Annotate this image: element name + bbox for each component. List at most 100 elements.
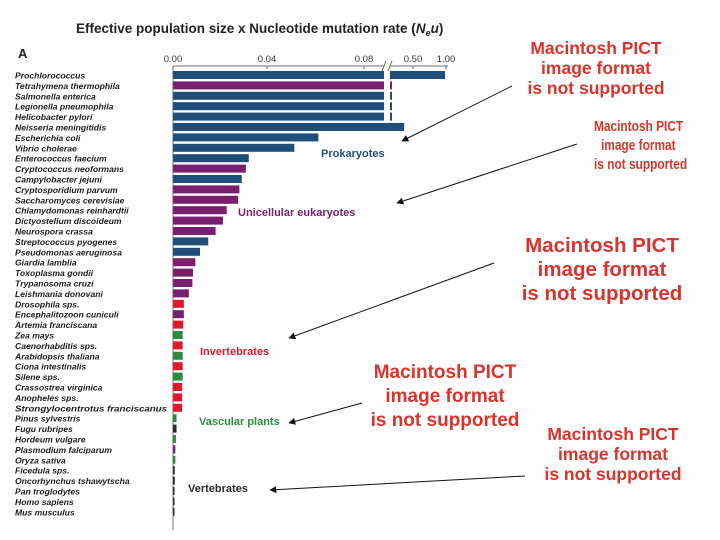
group-labels: Prokaryotes Unicellular eukaryotes Inverte… (188, 148, 385, 495)
pict-line-3: is not supported (527, 78, 665, 98)
bar (173, 81, 384, 90)
pict-line-3: is not supported (370, 410, 520, 431)
chart-title: Effective population size x Nucleotide m… (76, 21, 443, 38)
species-label: Helicobacter pylori (15, 112, 93, 122)
x-tick-label: 0.00 (164, 54, 183, 65)
bar (173, 112, 384, 121)
species-label: Pan troglodytes (15, 487, 80, 497)
bar (173, 341, 183, 350)
group-label: Invertebrates (200, 346, 269, 358)
bar (173, 216, 223, 225)
x-tick-label: 0.08 (355, 54, 374, 65)
pict-line-2: image format (541, 58, 651, 78)
species-label: Plasmodium falciparum (15, 445, 112, 455)
bar (173, 466, 175, 475)
bar (173, 320, 184, 329)
x-tick-label: 0.50 (404, 54, 423, 65)
species-label: Hordeum vulgare (15, 435, 86, 445)
species-label: Cryptosporidium parvum (15, 185, 118, 195)
group-label: Unicellular eukaryotes (238, 207, 355, 219)
bar (173, 258, 196, 267)
species-label: Drosophila sps. (15, 299, 79, 309)
species-label: Salmonella enterica (15, 91, 96, 101)
pict-placeholder-5: Macintosh PICT image format is not suppo… (530, 424, 696, 484)
bar-after-break (390, 81, 392, 90)
arrow (269, 475, 526, 494)
species-label: Dictyostelium discoideum (15, 216, 122, 226)
bar (173, 71, 384, 79)
bar (173, 227, 216, 235)
bar (173, 143, 295, 152)
pict-line-2: image format (558, 444, 668, 464)
arrow (288, 262, 495, 340)
arrows (269, 84, 578, 494)
pict-line-2: image format (385, 386, 505, 407)
bar (173, 175, 242, 183)
species-label: Ciona intestinalis (15, 362, 86, 372)
x-tick-label: 1.00 (437, 54, 456, 65)
bar (173, 497, 175, 506)
bar (173, 102, 384, 111)
arrow (396, 143, 578, 205)
pict-line-1: Macintosh PICT (530, 38, 662, 58)
species-label: Zea mays (14, 331, 54, 341)
bar (173, 247, 201, 256)
species-label: Encephalitozoon cuniculi (15, 310, 119, 320)
pict-line-3: is not supported (594, 157, 688, 173)
arrow (288, 402, 363, 425)
bar (173, 455, 176, 464)
arrow (401, 84, 515, 142)
group-label: Prokaryotes (321, 148, 385, 160)
bar (173, 487, 175, 495)
species-label: Trypanosoma cruzi (15, 279, 94, 289)
axis-break-mark (381, 60, 387, 72)
species-label: Streptococcus pyogenes (15, 237, 117, 247)
species-label: Enterococcus faecium (15, 154, 107, 164)
species-label: Arabidopsis thaliana (14, 351, 100, 361)
species-label: Giardia lamblia (15, 258, 77, 268)
species-label: Mus musculus (15, 507, 75, 517)
pict-line-3: is not supported (521, 282, 683, 305)
bar (173, 123, 405, 131)
species-label: Ficedula sps. (15, 466, 69, 476)
species-label: Caenorhabditis sps. (15, 341, 97, 351)
species-label: Saccharomyces cerevisiae (15, 195, 125, 205)
bar (173, 476, 175, 485)
axis-break-mark (387, 60, 393, 72)
bar (173, 383, 183, 391)
species-label: Campylobacter jejuni (15, 175, 103, 185)
species-label: Neisseria meningitidis (15, 123, 106, 133)
species-label: Chlamydomonas reinhardtii (15, 206, 129, 216)
species-label: Homo sapiens (15, 497, 74, 507)
bar (173, 164, 246, 173)
pict-line-2: image format (600, 138, 676, 154)
species-label: Legionella pneumophila (15, 102, 114, 112)
pict-line-1: Macintosh PICT (373, 362, 517, 383)
panel-label: A (18, 46, 28, 61)
pict-placeholder-3: Macintosh PICT image format is not suppo… (500, 234, 704, 306)
bar (173, 279, 193, 287)
pict-placeholder-1: Macintosh PICT image format is not suppo… (512, 38, 680, 98)
species-label: Toxoplasma gondii (15, 268, 94, 278)
group-label: Vertebrates (188, 483, 248, 495)
group-label: Vascular plants (199, 416, 280, 428)
bar (173, 331, 183, 339)
bar (173, 310, 184, 319)
pict-line-1: Macintosh PICT (547, 424, 679, 444)
bar-after-break (390, 91, 392, 100)
bar (173, 351, 183, 360)
bars (173, 71, 445, 516)
bar (173, 393, 183, 402)
bar (173, 195, 239, 204)
species-label: Oryza sativa (15, 455, 66, 465)
pict-line-1: Macintosh PICT (525, 234, 679, 257)
bar (173, 445, 176, 454)
bar-after-break (390, 112, 392, 121)
pict-placeholder-2: Macintosh PICT image format is not suppo… (594, 118, 688, 175)
bar (173, 133, 319, 142)
species-label: Oncorhynchus tshawytscha (15, 476, 130, 486)
species-label: Pseudomonas aeruginosa (15, 247, 122, 257)
pict-line-2: image format (537, 258, 667, 281)
